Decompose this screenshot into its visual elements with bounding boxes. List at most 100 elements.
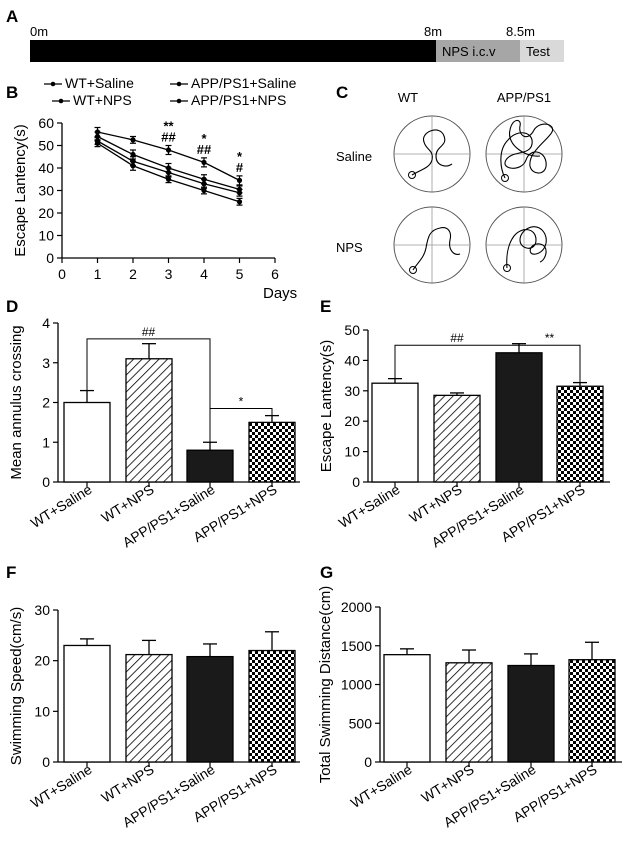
y-tick-label: 500: [349, 715, 373, 731]
x-tick-label: 2: [129, 266, 137, 282]
y-tick-label: 0: [352, 474, 360, 490]
x-tick-label: WT+Saline: [28, 481, 95, 531]
maze-row-saline: Saline: [336, 149, 372, 164]
data-point: [130, 151, 136, 158]
y-tick-label: 50: [344, 322, 360, 338]
data-point: [165, 176, 172, 182]
y-tick-label: 60: [38, 115, 54, 131]
maze-pool-app-saline: [485, 115, 563, 193]
bar-wt-nps: [125, 653, 173, 763]
significance-bracket: [86, 338, 211, 445]
y-tick-label: 1500: [341, 638, 372, 654]
significance-bracket: [209, 407, 273, 445]
legend-label: APP/PS1+NPS: [191, 92, 286, 108]
series-app-ps1-nps: [94, 131, 243, 194]
y-axis-label: Escape Lantency(s): [318, 340, 335, 473]
data-point: [236, 177, 243, 183]
legend-marker: [58, 98, 64, 104]
panel-letter-f: F: [6, 563, 16, 582]
y-axis-label: Mean annulus crossing: [8, 325, 25, 479]
y-tick-label: 10: [38, 228, 54, 244]
data-point: [236, 186, 243, 192]
data-point: [165, 165, 172, 171]
x-axis-label: Days: [263, 285, 297, 302]
significance-label: ##: [197, 142, 212, 157]
x-tick-label: 4: [200, 266, 208, 282]
bar-app-ps1-nps: [556, 385, 604, 483]
y-axis-label: Total Swimming Distance(cm): [317, 586, 334, 784]
y-tick-label: 30: [344, 383, 360, 399]
panel-letter-c: C: [336, 83, 348, 102]
data-point: [201, 187, 207, 194]
maze-pool-app-nps: [485, 206, 563, 284]
y-tick-label: 10: [344, 444, 360, 460]
significance-label: **: [545, 331, 555, 345]
significance-label: ##: [161, 130, 176, 145]
y-tick-label: 20: [34, 653, 50, 669]
y-tick-label: 0: [42, 754, 50, 770]
y-tick-label: 1: [42, 434, 50, 450]
x-tick-label: 1: [94, 266, 102, 282]
panel-letter-b: B: [6, 83, 18, 102]
timeline-bar-injection: [436, 40, 520, 62]
bar-app-ps1-saline: [186, 449, 234, 483]
bar-wt-nps: [125, 358, 173, 483]
bar-wt-saline: [383, 654, 431, 763]
data-point: [130, 158, 136, 164]
maze-col-app: APP/PS1: [497, 90, 551, 105]
y-tick-label: 40: [38, 160, 54, 176]
data-point: [165, 147, 172, 153]
maze-pool-wt-saline: [393, 115, 471, 193]
significance-label: #: [236, 160, 244, 175]
y-tick-label: 30: [34, 602, 50, 618]
y-tick-label: 2000: [341, 599, 372, 615]
y-tick-label: 0: [46, 250, 54, 266]
bar-app-ps1-saline: [495, 352, 543, 483]
panel-letter-g: G: [320, 563, 333, 582]
bar-wt-nps: [445, 662, 493, 763]
significance-label: *: [201, 131, 207, 146]
bar-app-ps1-saline: [186, 655, 234, 763]
legend-item: WT+Saline: [44, 75, 134, 91]
legend-item: APP/PS1+Saline: [170, 75, 297, 91]
x-tick-label: WT+Saline: [336, 481, 403, 531]
legend-marker: [50, 81, 56, 87]
y-tick-label: 20: [344, 413, 360, 429]
y-axis-label: Escape Lantency(s): [12, 124, 29, 257]
data-point: [94, 133, 101, 140]
y-axis-label: Swimming Speed(cm/s): [8, 607, 25, 765]
timeline-seg-injection: NPS i.c.v: [442, 44, 496, 59]
y-tick-label: 0: [364, 754, 372, 770]
legend-item: APP/PS1+NPS: [170, 92, 286, 108]
y-tick-label: 4: [42, 315, 50, 331]
significance-label: *: [237, 149, 243, 164]
x-tick-label: 6: [271, 266, 279, 282]
bar-wt-saline: [63, 401, 111, 483]
x-tick-label: WT+Saline: [348, 761, 415, 811]
y-tick-label: 20: [38, 205, 54, 221]
chart-b: 0 10 20 30 40 50 60 Escape Lantency(s) 0 1 2 3 4 5 6 Da…: [12, 75, 297, 302]
timeline-label-end: 8.5m: [506, 24, 535, 39]
timeline-label-start: 0m: [30, 24, 48, 39]
significance-bracket: [518, 344, 581, 385]
data-point: [201, 176, 207, 182]
bar-wt-saline: [371, 382, 419, 483]
legend-label: APP/PS1+Saline: [191, 75, 297, 91]
bar-app-ps1-saline: [507, 664, 555, 763]
timeline-bar-test: [520, 40, 564, 62]
maze-row-nps: NPS: [336, 240, 363, 255]
y-tick-label: 1000: [341, 677, 372, 693]
x-tick-label: 0: [58, 266, 66, 282]
series-app-ps1-saline: [94, 126, 243, 186]
maze-pool-wt-nps: [393, 206, 471, 284]
legend-label: WT+Saline: [65, 75, 134, 91]
x-tick-label: WT+Saline: [28, 761, 95, 811]
y-tick-label: 2: [42, 395, 50, 411]
panel-letter-e: E: [320, 297, 331, 316]
bar-wt-nps: [433, 394, 481, 483]
y-tick-label: 50: [38, 138, 54, 154]
significance-label: ##: [142, 325, 156, 339]
chart-g: 0 500 1000 1500 2000 Total Swimming Distance(…: [317, 586, 622, 830]
